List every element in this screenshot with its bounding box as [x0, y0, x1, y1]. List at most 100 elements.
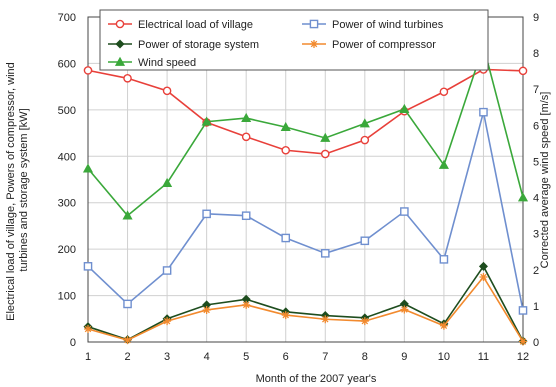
series-1 — [83, 107, 528, 315]
series-line — [87, 275, 524, 342]
data-point — [84, 325, 92, 333]
x-tick-label: 4 — [204, 351, 210, 363]
data-point — [439, 87, 449, 97]
data-point — [123, 336, 132, 345]
y-tick-label: 400 — [58, 151, 76, 163]
data-point — [202, 305, 211, 314]
data-point — [320, 132, 331, 142]
data-point — [360, 317, 369, 326]
y2-tick-label: 3 — [533, 229, 539, 241]
legend-entry: Wind speed — [108, 56, 196, 69]
y2-tick-label: 4 — [533, 193, 539, 205]
series-line — [87, 68, 524, 155]
series-line — [87, 43, 524, 217]
y2-tick-label: 7 — [533, 84, 539, 96]
x-tick-label: 6 — [283, 351, 289, 363]
x-tick-label: 7 — [322, 351, 328, 363]
x-tick-label: 5 — [243, 351, 249, 363]
data-point — [518, 66, 528, 76]
y2-tick-label: 0 — [533, 337, 539, 349]
x-tick-label: 8 — [362, 351, 368, 363]
series-3 — [84, 273, 527, 346]
data-point — [320, 249, 330, 258]
data-point — [439, 321, 448, 330]
legend-label: Power of wind turbines — [332, 19, 444, 31]
legend-marker — [309, 19, 319, 29]
data-point — [241, 112, 252, 122]
legend-entry: Electrical load of village — [108, 19, 253, 31]
data-point — [320, 149, 330, 159]
y-axis-label: Electrical load of village, Powers of co… — [5, 59, 30, 321]
y2-tick-label: 8 — [533, 48, 539, 60]
legend-marker — [115, 39, 125, 49]
legend-marker — [114, 56, 126, 66]
y2-axis-label: Corrected average wind speed [m/s] — [539, 92, 551, 269]
data-point — [123, 73, 132, 83]
legend-marker — [310, 40, 318, 48]
data-point — [122, 210, 133, 220]
legend-entry: Power of storage system — [108, 39, 259, 51]
data-point — [202, 209, 211, 219]
data-point — [242, 300, 251, 309]
x-tick-label: 11 — [478, 351, 489, 363]
x-axis-ticks: 1 2 3 4 5 6 7 8 9 10 11 12 — [85, 351, 529, 363]
data-point — [241, 211, 251, 221]
data-point — [438, 159, 449, 169]
x-tick-label: 1 — [85, 351, 91, 363]
series-4 — [82, 40, 529, 220]
series-2 — [83, 261, 528, 346]
series-line — [87, 111, 524, 311]
data-point — [518, 306, 528, 315]
data-point — [517, 192, 529, 202]
y2-tick-label: 2 — [533, 265, 539, 277]
data-point — [478, 261, 488, 271]
x-tick-label: 9 — [401, 351, 407, 363]
data-point — [439, 255, 449, 264]
data-point — [360, 135, 370, 145]
legend: Electrical load of village Power of wind … — [99, 9, 489, 71]
data-point — [82, 163, 94, 173]
data-point — [359, 118, 370, 128]
series-0 — [83, 65, 528, 159]
legend-label: Wind speed — [138, 57, 196, 69]
data-point — [400, 207, 409, 216]
y2-tick-label: 6 — [533, 120, 539, 132]
legend-label: Power of storage system — [138, 39, 259, 51]
data-point — [281, 311, 290, 320]
legend-entry: Power of compressor — [302, 39, 436, 51]
x-tick-label: 2 — [124, 351, 130, 363]
left-axis-ticks: 0 100 200 300 400 500 600 700 — [58, 12, 76, 349]
y2-tick-label: 1 — [533, 301, 539, 313]
y2-tick-label: 5 — [533, 156, 539, 168]
data-point — [162, 266, 172, 275]
data-point — [321, 315, 330, 324]
y-axis-label-line-2: turbines and storage system [kW] — [18, 108, 30, 271]
x-tick-label: 3 — [164, 351, 170, 363]
data-point — [163, 317, 172, 326]
grid-lines — [87, 16, 524, 343]
legend-marker — [115, 19, 125, 29]
data-point — [400, 305, 409, 314]
legend-label: Power of compressor — [332, 39, 436, 51]
x-axis-label: Month of the 2007 year's — [256, 373, 377, 385]
data-point — [83, 66, 93, 75]
y-tick-label: 600 — [58, 58, 76, 70]
y-tick-label: 200 — [58, 244, 76, 256]
data-point — [83, 262, 93, 271]
y-tick-label: 100 — [58, 291, 76, 303]
y-tick-label: 300 — [58, 198, 76, 210]
legend-label: Electrical load of village — [138, 19, 253, 31]
legend-entry: Power of wind turbines — [302, 19, 444, 31]
data-point — [479, 273, 488, 281]
series-layer — [82, 40, 529, 346]
data-point — [399, 103, 410, 113]
data-point — [201, 116, 212, 126]
series-line — [87, 264, 524, 342]
y-tick-label: 700 — [58, 12, 76, 24]
right-axis-ticks: 0 1 2 3 4 5 6 7 8 9 — [533, 12, 539, 349]
x-tick-label: 12 — [517, 351, 529, 363]
y-axis-label-line-1: Electrical load of village, Powers of co… — [5, 62, 17, 321]
data-point — [519, 337, 527, 346]
data-point — [360, 236, 370, 246]
